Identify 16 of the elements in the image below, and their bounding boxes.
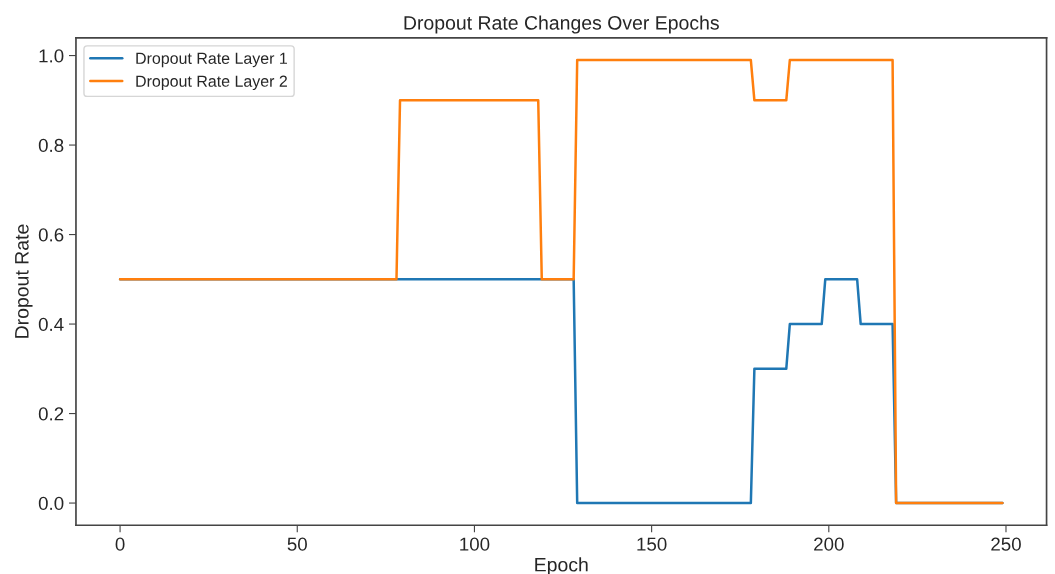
x-tick-label: 250 [991,537,1021,551]
y-tick-label: 0.4 [38,317,64,332]
x-tick-label: 150 [637,537,667,551]
x-tick-label: 200 [814,537,844,551]
y-tick-label: 0.8 [38,138,64,153]
x-tick-label: 50 [287,537,307,551]
y-tick-label: 0.6 [38,228,64,242]
legend-label: Dropout Rate Layer 1 [136,52,287,68]
y-tick-label: 0.0 [38,496,64,511]
y-axis-title: Dropout Rate [15,224,33,338]
legend-label: Dropout Rate Layer 2 [136,75,287,91]
x-tick-label: 100 [460,537,490,551]
y-tick-label: 0.2 [38,407,64,421]
x-tick-label: 0 [115,537,125,551]
y-tick-label: 1.0 [39,49,64,63]
chart-title: Dropout Rate Changes Over Epochs [404,15,719,34]
